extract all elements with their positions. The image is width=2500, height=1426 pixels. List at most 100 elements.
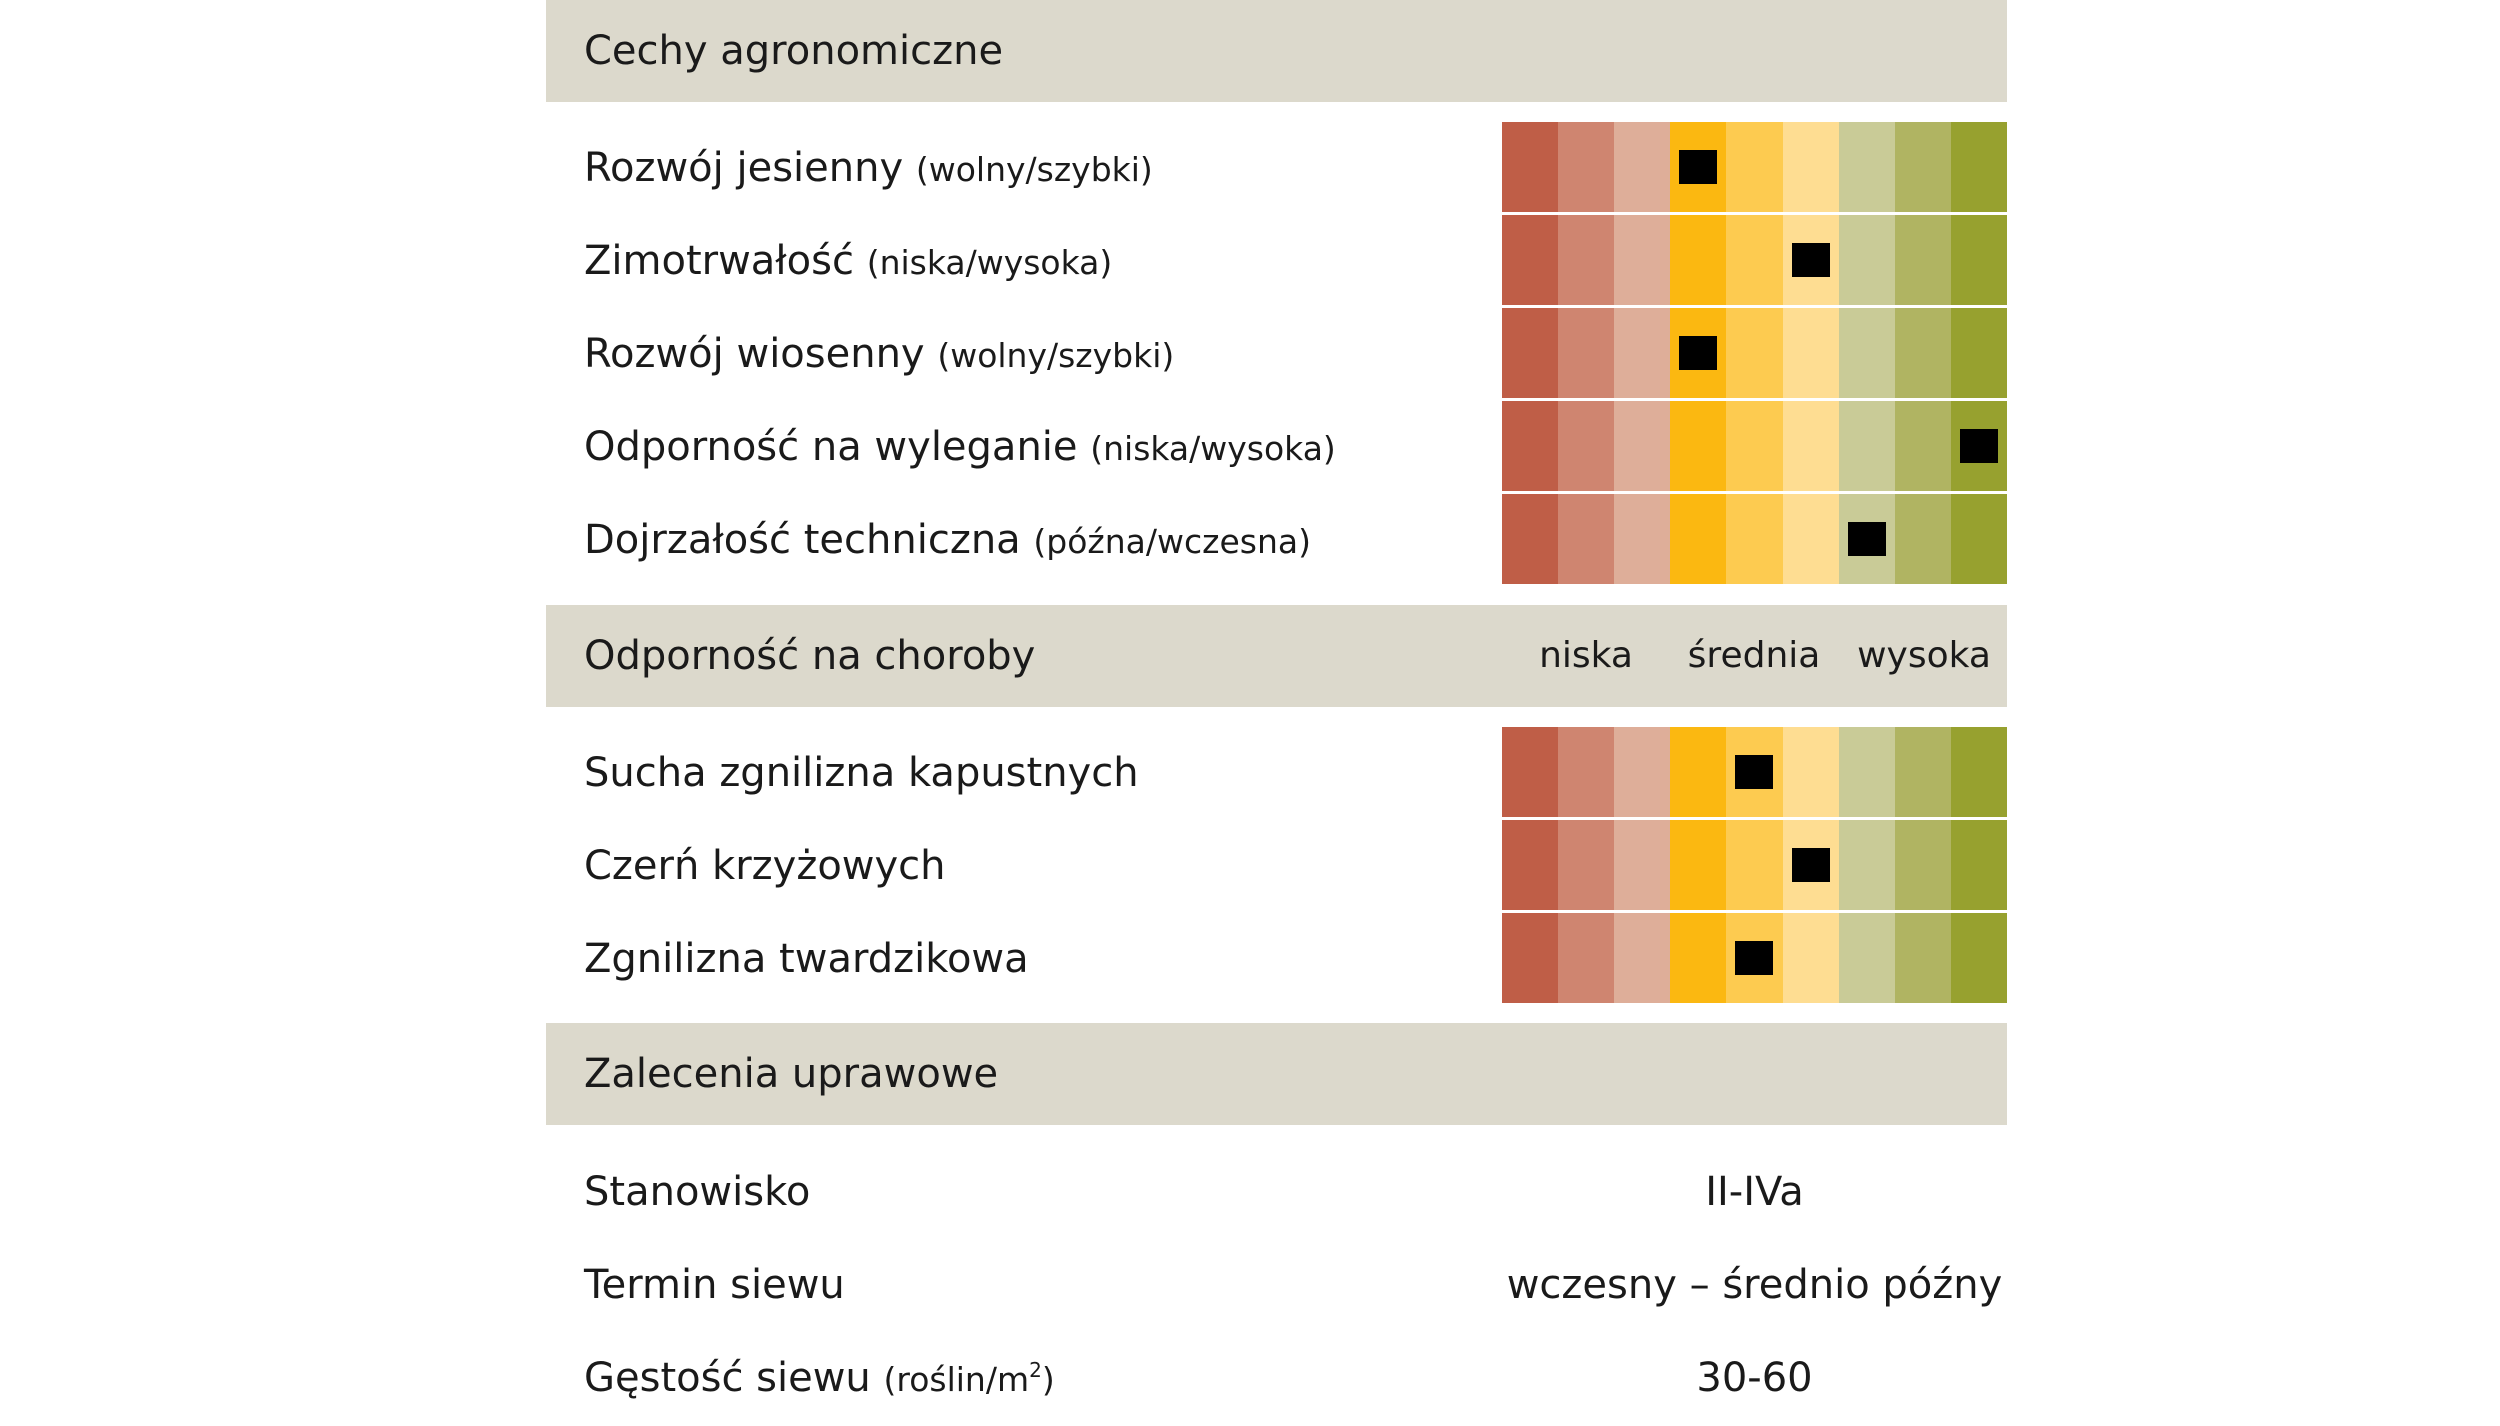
cultivation-title: Zalecenia uprawowe: [584, 1051, 999, 1097]
scale-cell: [1502, 122, 1559, 212]
rating-marker: [1791, 243, 1830, 277]
rating-marker: [1847, 522, 1886, 556]
scale-cell: [1838, 122, 1895, 212]
rating-scale: [1502, 494, 2007, 584]
scale-cell: [1726, 308, 1783, 398]
row-label: Stanowisko: [584, 1169, 811, 1215]
scale-cell: [1838, 308, 1895, 398]
scale-cell: [1894, 913, 1951, 1003]
scale-cell: [1670, 308, 1727, 398]
rating-marker: [1791, 848, 1830, 882]
agronomic-header: Cechy agronomiczne: [546, 0, 2007, 102]
disease-title: Odporność na choroby: [584, 633, 1036, 679]
rating-scale: [1502, 308, 2007, 398]
scale-cell: [1782, 727, 1839, 817]
scale-cell: [1726, 122, 1783, 212]
row-value: 30-60: [1696, 1355, 1813, 1401]
scale-cell: [1838, 494, 1895, 584]
scale-cell: [1838, 215, 1895, 305]
row-label: Termin siewu: [584, 1262, 845, 1308]
scale-cell: [1838, 913, 1895, 1003]
scale-cell: [1950, 308, 2007, 398]
scale-cell: [1502, 913, 1559, 1003]
scale-cell: [1950, 820, 2007, 910]
scale-cell: [1782, 122, 1839, 212]
scale-cell: [1726, 494, 1783, 584]
scale-cell: [1950, 913, 2007, 1003]
scale-cell: [1894, 215, 1951, 305]
rating-scale: [1502, 727, 2007, 817]
scale-cell: [1894, 401, 1951, 491]
scale-cell: [1614, 122, 1671, 212]
row-label: Sucha zgnilizna kapustnych: [584, 750, 1139, 796]
scale-cell: [1894, 820, 1951, 910]
row-label: Zgnilizna twardzikowa: [584, 936, 1029, 982]
scale-cell: [1558, 122, 1615, 212]
disease-header: Odporność na choroby niska średnia wysok…: [546, 605, 2007, 707]
cultivation-header: Zalecenia uprawowe: [546, 1023, 2007, 1125]
scale-cell: [1670, 215, 1727, 305]
scale-cell: [1670, 820, 1727, 910]
legend-medium: średnia: [1687, 635, 1821, 676]
scale-cell: [1558, 401, 1615, 491]
scale-cell: [1894, 122, 1951, 212]
scale-cell: [1614, 727, 1671, 817]
scale-cell: [1558, 913, 1615, 1003]
scale-cell: [1558, 494, 1615, 584]
scale-cell: [1502, 494, 1559, 584]
scale-cell: [1894, 308, 1951, 398]
row-label: Rozwój jesienny (wolny/szybki): [584, 145, 1153, 191]
row-label: Odporność na wyleganie (niska/wysoka): [584, 424, 1336, 470]
scale-cell: [1726, 820, 1783, 910]
rating-marker: [1679, 150, 1718, 184]
scale-cell: [1950, 727, 2007, 817]
row-value: II-IVa: [1705, 1169, 1804, 1215]
scale-cell: [1894, 494, 1951, 584]
scale-cell: [1670, 494, 1727, 584]
scale-cell: [1558, 727, 1615, 817]
scale-cell: [1614, 215, 1671, 305]
rating-marker: [1735, 755, 1774, 789]
agronomic-title: Cechy agronomiczne: [584, 28, 1004, 74]
row-label: Czerń krzyżowych: [584, 843, 946, 889]
scale-cell: [1502, 401, 1559, 491]
row-value: wczesny – średnio późny: [1506, 1262, 2003, 1308]
scale-cell: [1838, 820, 1895, 910]
scale-cell: [1670, 913, 1727, 1003]
scale-cell: [1950, 215, 2007, 305]
scale-cell: [1614, 494, 1671, 584]
scale-cell: [1782, 820, 1839, 910]
scale-cell: [1614, 308, 1671, 398]
scale-cell: [1670, 401, 1727, 491]
scale-cell: [1614, 401, 1671, 491]
scale-cell: [1782, 215, 1839, 305]
variety-characteristics-card: Cechy agronomiczne Rozwój jesienny (woln…: [546, 0, 2007, 1408]
row-label: Gęstość siewu (roślin/m2): [584, 1355, 1055, 1401]
rating-marker: [1959, 429, 1998, 463]
scale-cell: [1558, 308, 1615, 398]
scale-cell: [1502, 820, 1559, 910]
rating-marker: [1679, 336, 1718, 370]
scale-cell: [1838, 727, 1895, 817]
scale-cell: [1838, 401, 1895, 491]
rating-scale: [1502, 401, 2007, 491]
scale-cell: [1726, 727, 1783, 817]
scale-cell: [1950, 122, 2007, 212]
legend-low: niska: [1539, 635, 1633, 676]
scale-cell: [1670, 727, 1727, 817]
scale-cell: [1558, 820, 1615, 910]
scale-cell: [1782, 494, 1839, 584]
scale-cell: [1950, 401, 2007, 491]
scale-cell: [1950, 494, 2007, 584]
rating-scale: [1502, 215, 2007, 305]
scale-cell: [1726, 913, 1783, 1003]
scale-cell: [1894, 727, 1951, 817]
row-label: Dojrzałość techniczna (późna/wczesna): [584, 517, 1311, 563]
rating-scale: [1502, 913, 2007, 1003]
row-label: Rozwój wiosenny (wolny/szybki): [584, 331, 1175, 377]
legend-high: wysoka: [1857, 635, 1991, 676]
rating-marker: [1735, 941, 1774, 975]
scale-cell: [1782, 401, 1839, 491]
scale-cell: [1614, 820, 1671, 910]
scale-cell: [1502, 727, 1559, 817]
